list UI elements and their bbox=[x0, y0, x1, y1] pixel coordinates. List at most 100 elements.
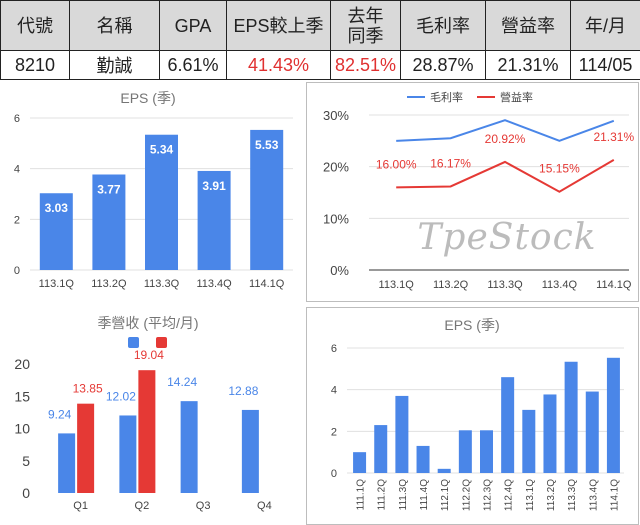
summary-header-row: 代號 名稱 GPA EPS較上季 去年同季 毛利率 營益率 年/月 bbox=[1, 1, 640, 51]
eps-long-x-tick: 114.1Q bbox=[609, 479, 620, 511]
operating-margin-label: 15.15% bbox=[539, 162, 580, 176]
value-gross-margin: 28.87% bbox=[401, 51, 486, 80]
eps-long-x-tick: 113.3Q bbox=[567, 479, 578, 511]
revenue-bar-blue bbox=[242, 410, 259, 493]
legend-gross-margin-label: 毛利率 bbox=[430, 90, 463, 104]
legend-operating-margin-label: 營益率 bbox=[500, 90, 533, 104]
header-eps-qoq: EPS較上季 bbox=[227, 1, 331, 51]
eps-x-tick: 113.1Q bbox=[39, 278, 75, 290]
eps-long-x-tick: 111.2Q bbox=[377, 479, 388, 511]
eps-x-tick: 114.1Q bbox=[249, 278, 285, 290]
operating-margin-label: 16.17% bbox=[430, 156, 471, 170]
revenue-bar-red bbox=[138, 370, 155, 493]
revenue-data-label: 12.02 bbox=[106, 389, 136, 403]
operating-margin-label: 20.92% bbox=[485, 132, 526, 146]
header-gross-margin: 毛利率 bbox=[401, 1, 486, 51]
revenue-y-tick: 0 bbox=[22, 485, 30, 501]
eps-long-bar bbox=[522, 410, 535, 473]
value-operating-margin: 21.31% bbox=[486, 51, 571, 80]
revenue-y-tick: 5 bbox=[22, 453, 30, 469]
value-code: 8210 bbox=[1, 51, 70, 80]
eps-long-x-tick: 113.4Q bbox=[588, 479, 599, 511]
margin-y-tick: 30% bbox=[323, 108, 349, 123]
eps-long-bar bbox=[501, 377, 514, 473]
summary-table: 代號 名稱 GPA EPS較上季 去年同季 毛利率 營益率 年/月 8210 勤… bbox=[0, 0, 640, 80]
revenue-x-tick: Q3 bbox=[196, 500, 211, 512]
revenue-legend-blue-swatch bbox=[128, 337, 139, 348]
margin-y-tick: 0% bbox=[330, 263, 349, 278]
eps-data-label: 3.03 bbox=[45, 201, 69, 215]
eps-long-x-tick: 112.3Q bbox=[483, 479, 494, 511]
eps-long-x-tick: 112.1Q bbox=[440, 479, 451, 511]
eps-long-bar bbox=[438, 469, 451, 473]
eps-long-y-tick: 4 bbox=[331, 385, 337, 397]
header-name: 名稱 bbox=[70, 1, 160, 51]
eps-data-label: 3.91 bbox=[202, 179, 226, 193]
value-gpa: 6.61% bbox=[160, 51, 227, 80]
revenue-title: 季營收 (平均/月) bbox=[97, 315, 198, 331]
revenue-y-tick: 10 bbox=[14, 421, 30, 437]
eps-long-x-tick: 113.2Q bbox=[546, 479, 557, 511]
margin-x-tick: 114.1Q bbox=[596, 279, 632, 291]
eps-data-label: 5.34 bbox=[150, 143, 174, 157]
value-year-month: 114/05 bbox=[571, 51, 640, 80]
value-eps-qoq: 41.43% bbox=[227, 51, 331, 80]
revenue-bar-blue bbox=[181, 401, 198, 493]
eps-long-x-tick: 111.3Q bbox=[398, 479, 409, 511]
margin-x-tick: 113.2Q bbox=[433, 279, 469, 291]
eps-long-y-tick: 6 bbox=[331, 343, 337, 355]
eps-long-bar bbox=[395, 396, 408, 473]
header-code: 代號 bbox=[1, 1, 70, 51]
eps-y-tick: 6 bbox=[14, 113, 20, 125]
revenue-legend-red-swatch bbox=[156, 337, 167, 348]
eps-long-x-tick: 112.2Q bbox=[461, 479, 472, 511]
operating-margin-label: 16.00% bbox=[376, 157, 417, 171]
eps-quarterly-svg: EPS (季) 02463.03113.1Q3.77113.2Q5.34113.… bbox=[0, 82, 303, 298]
summary-value-row: 8210 勤誠 6.61% 41.43% 82.51% 28.87% 21.31… bbox=[1, 51, 640, 80]
margin-y-tick: 10% bbox=[323, 211, 349, 226]
operating-margin-line bbox=[396, 160, 614, 192]
eps-quarterly-title: EPS (季) bbox=[120, 90, 175, 106]
revenue-bar-blue bbox=[119, 415, 136, 493]
revenue-x-tick: Q2 bbox=[135, 500, 150, 512]
eps-long-bar bbox=[417, 446, 430, 473]
revenue-x-tick: Q1 bbox=[73, 500, 88, 512]
header-year-month: 年/月 bbox=[571, 1, 640, 51]
eps-x-tick: 113.3Q bbox=[144, 278, 180, 290]
revenue-data-label: 19.04 bbox=[134, 348, 164, 362]
eps-long-bar bbox=[565, 362, 578, 473]
revenue-y-tick: 20 bbox=[14, 356, 30, 372]
eps-data-label: 5.53 bbox=[255, 138, 279, 152]
header-operating-margin: 營益率 bbox=[486, 1, 571, 51]
eps-y-tick: 0 bbox=[14, 265, 20, 277]
eps-long-y-tick: 2 bbox=[331, 426, 337, 438]
eps-long-title: EPS (季) bbox=[444, 317, 499, 333]
value-name: 勤誠 bbox=[70, 51, 160, 80]
eps-long-x-tick: 113.1Q bbox=[525, 479, 536, 511]
revenue-x-tick: Q4 bbox=[257, 500, 272, 512]
revenue-bar-blue bbox=[58, 433, 75, 493]
eps-long-bar bbox=[353, 452, 366, 473]
eps-long-bar bbox=[459, 430, 472, 473]
revenue-svg: 季營收 (平均/月) 05101520Q19.2413.85Q212.0219.… bbox=[0, 308, 303, 523]
revenue-data-label: 13.85 bbox=[73, 382, 103, 396]
header-eps-yoy: 去年同季 bbox=[331, 1, 401, 51]
value-eps-yoy: 82.51% bbox=[331, 51, 401, 80]
eps-y-tick: 4 bbox=[14, 164, 20, 176]
margin-x-tick: 113.4Q bbox=[542, 279, 578, 291]
eps-long-bar bbox=[607, 358, 620, 473]
eps-long-bar bbox=[543, 394, 556, 473]
revenue-data-label: 14.24 bbox=[167, 375, 197, 389]
eps-long-bar bbox=[374, 425, 387, 473]
eps-y-tick: 2 bbox=[14, 214, 20, 226]
watermark: TpeStock bbox=[417, 217, 596, 258]
eps-data-label: 3.77 bbox=[97, 182, 121, 196]
margin-x-tick: 113.3Q bbox=[487, 279, 523, 291]
margin-x-tick: 113.1Q bbox=[379, 279, 415, 291]
operating-margin-label: 21.31% bbox=[593, 130, 634, 144]
